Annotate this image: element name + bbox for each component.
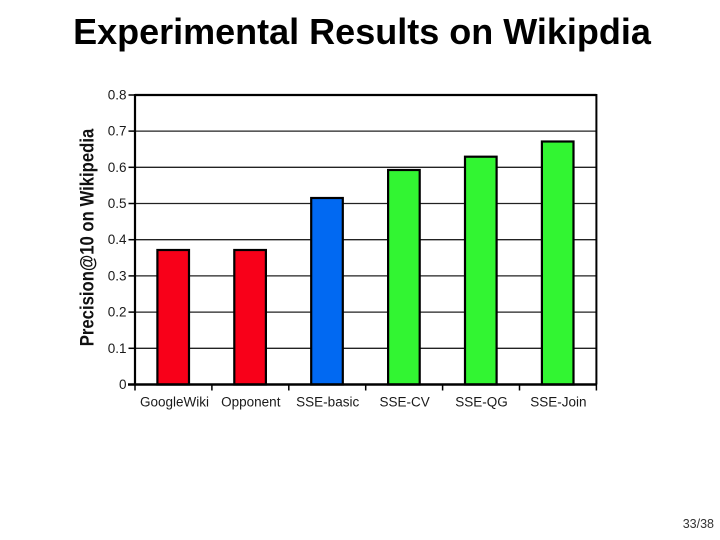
svg-text:GoogleWiki: GoogleWiki [140,395,209,410]
svg-text:SSE-Join: SSE-Join [530,395,586,410]
svg-text:0.8: 0.8 [108,88,127,103]
svg-text:0.1: 0.1 [108,341,127,356]
svg-text:0.3: 0.3 [108,268,127,283]
svg-text:0.6: 0.6 [108,160,127,175]
svg-text:0.7: 0.7 [108,124,127,139]
svg-text:0: 0 [119,377,127,392]
svg-text:0.2: 0.2 [108,305,127,320]
svg-text:0.4: 0.4 [108,232,127,247]
svg-text:Precision@10 on Wikipedia: Precision@10 on Wikipedia [77,128,98,347]
svg-text:SSE-CV: SSE-CV [379,395,429,410]
svg-text:SSE-basic: SSE-basic [296,395,359,410]
svg-text:SSE-QG: SSE-QG [455,395,508,410]
svg-text:Opponent: Opponent [221,395,281,410]
svg-text:0.5: 0.5 [108,196,127,211]
